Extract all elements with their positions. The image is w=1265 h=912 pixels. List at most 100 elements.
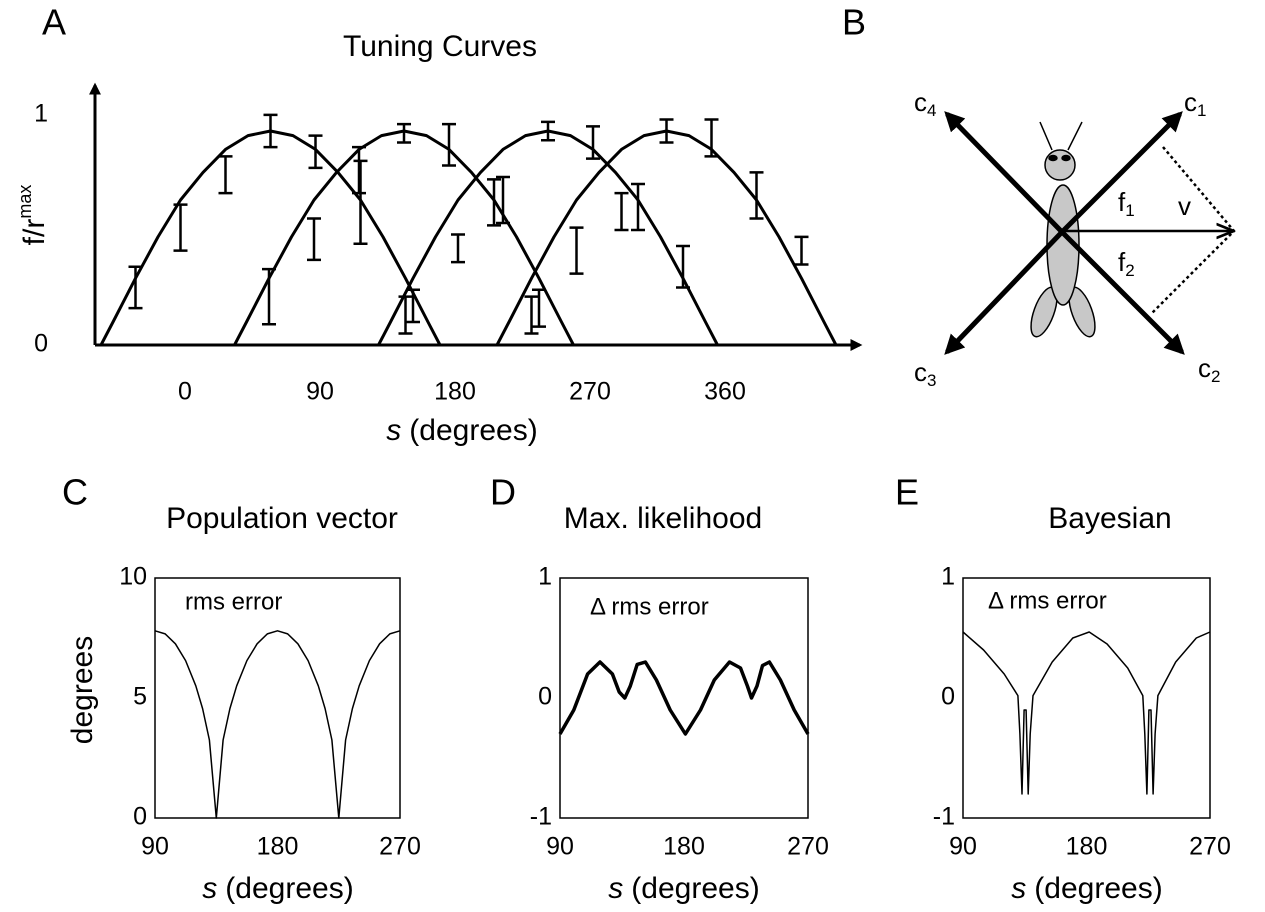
component-label: f2: [1118, 247, 1135, 281]
y-tick-label: -1: [530, 803, 552, 831]
y-tick-label: 0: [34, 330, 48, 358]
error-bar: [524, 295, 539, 335]
component-label: f1: [1118, 187, 1135, 221]
label-sub: 1: [1197, 101, 1206, 120]
plot-frame: [962, 577, 1211, 819]
chart-title: Population vector: [166, 502, 398, 535]
annotation: rms error: [185, 588, 282, 615]
sensor-vectors: [944, 111, 1185, 355]
x-tick-label: 0: [178, 378, 192, 406]
y-tick-label: 1: [538, 563, 552, 591]
error-bar: [307, 217, 321, 262]
error-bar: [631, 182, 645, 232]
x-tick-label: 270: [1189, 833, 1231, 861]
y-tick-label: 0: [133, 803, 147, 831]
x-tick-label: 180: [434, 378, 476, 406]
projection: [1151, 146, 1236, 314]
error-bar: [487, 178, 501, 227]
vector-label: c3: [914, 357, 936, 391]
label-sub: 2: [1211, 367, 1220, 386]
plot-frame: [559, 577, 809, 819]
error-bar: [406, 288, 420, 324]
y-axis-sup: max: [15, 185, 35, 219]
chart-title: Tuning Curves: [343, 30, 537, 63]
error-bar: [128, 265, 143, 310]
panel-label: D: [490, 472, 516, 513]
x-tick-label: 360: [704, 378, 746, 406]
plot-frame: [154, 577, 401, 819]
error-bar: [586, 125, 600, 160]
x-axis-unit: (degrees): [1034, 872, 1162, 905]
x-axis-label: s (degrees): [608, 872, 759, 905]
y-tick-label: 5: [133, 683, 147, 711]
vector-label: c1: [1184, 87, 1206, 121]
chart-title: Max. likelihood: [564, 502, 762, 535]
x-tick-label: 270: [379, 833, 421, 861]
error-bar: [496, 175, 510, 225]
label-text: f: [1118, 247, 1126, 277]
label-text: c: [914, 357, 927, 387]
x-axis-var: s: [1011, 872, 1026, 905]
x-tick-label: 180: [663, 833, 705, 861]
panel-label: E: [895, 472, 919, 513]
error-bar: [569, 226, 584, 275]
x-axis-unit: (degrees): [409, 414, 537, 447]
error-bar: [397, 122, 411, 144]
error-bar: [659, 118, 674, 144]
error-bar: [704, 118, 719, 158]
y-tick-label: 0: [941, 683, 955, 711]
error-bar: [794, 235, 809, 266]
panel-label: A: [42, 2, 66, 43]
series-line: [154, 630, 401, 819]
error-bar: [218, 155, 233, 195]
x-tick-label: 270: [787, 833, 829, 861]
chart-panel: C Population vector 90 180 270 0 5 10 rms error s…: [62, 472, 421, 905]
y-axis-text: f/r: [18, 219, 51, 246]
velocity-label: v: [1178, 191, 1191, 221]
x-axis-label: s (degrees): [386, 414, 537, 447]
x-tick-label: 90: [306, 378, 334, 406]
series-line: [558, 660, 810, 736]
series-line: [962, 631, 1211, 795]
vector-c3: [944, 230, 1064, 355]
y-tick-label: 0: [538, 683, 552, 711]
series-line: [99, 129, 442, 346]
error-bar: [749, 171, 764, 220]
y-axis-text: degrees: [66, 636, 99, 744]
vector-c2: [1060, 230, 1185, 355]
label-text: c: [914, 87, 927, 117]
x-axis-label: s (degrees): [202, 872, 353, 905]
vector-label: c4: [914, 87, 936, 121]
error-bar: [676, 244, 690, 289]
x-tick-label: 180: [1066, 833, 1108, 861]
error-bar: [532, 288, 546, 328]
label-sub: 1: [1125, 201, 1134, 220]
y-axis-label: degrees: [66, 636, 99, 744]
error-bar: [541, 120, 555, 142]
chart-panel: A Tuning Curves 0 90 180 270 360 0 1 s (degrees) f/…: [15, 2, 863, 447]
label-text: c: [1198, 353, 1211, 383]
vector-c1: [1060, 111, 1183, 234]
chart-panel: E Bayesian 90 180 270 -1 0 1 Δ rms error s (degree…: [895, 472, 1231, 905]
cricket-diagram: B c1 c2 c3 c4 f1 f2 v: [842, 2, 1236, 391]
error-bar: [614, 191, 629, 232]
annotation: Δ rms error: [988, 587, 1107, 614]
chart-title: Bayesian: [1048, 502, 1171, 535]
series-line: [233, 129, 575, 346]
x-axis-unit: (degrees): [631, 872, 759, 905]
error-bar: [262, 267, 276, 326]
x-axis-var: s: [202, 872, 217, 905]
annotation: Δ rms error: [590, 593, 709, 620]
y-tick-label: -1: [933, 803, 955, 831]
vector-c4: [944, 111, 1064, 234]
x-tick-label: 90: [546, 833, 574, 861]
error-bar: [308, 134, 323, 170]
x-tick-label: 180: [257, 833, 299, 861]
error-bar: [442, 122, 456, 167]
error-bar: [451, 233, 465, 264]
x-axis-var: s: [608, 872, 623, 905]
x-axis-label: s (degrees): [1011, 872, 1162, 905]
panel-label: B: [842, 2, 866, 43]
error-bar: [352, 145, 366, 195]
